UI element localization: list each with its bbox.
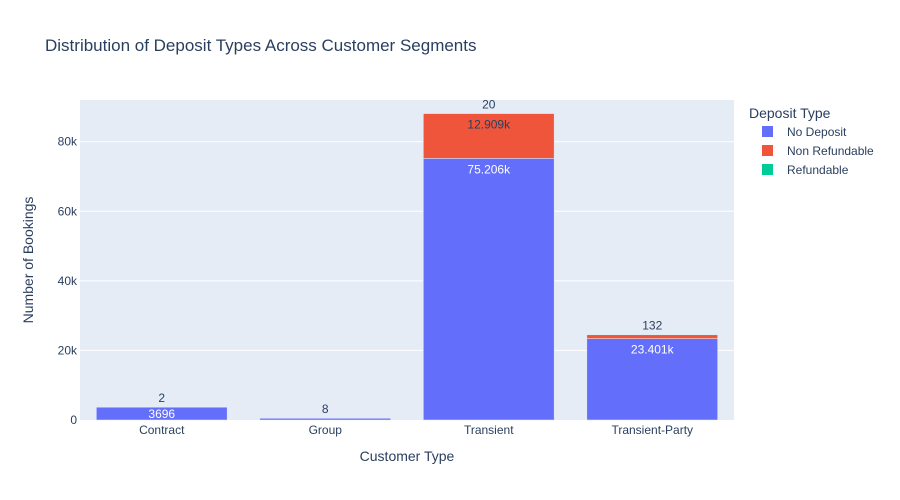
- data-label: 2: [158, 391, 165, 405]
- bar-labels: 3696 2 8 75.206k 12.909k 20 23.401k 132: [148, 97, 674, 421]
- x-tick-label: Group: [309, 423, 343, 437]
- chart-title: Distribution of Deposit Types Across Cus…: [45, 36, 476, 55]
- y-tick-label: 0: [70, 413, 77, 427]
- data-label: 3696: [148, 407, 175, 421]
- legend-swatch[interactable]: [762, 145, 773, 156]
- legend-title: Deposit Type: [749, 105, 831, 121]
- legend: Deposit Type No Deposit Non Refundable Ref…: [749, 105, 874, 177]
- x-tick-label: Transient-Party: [611, 423, 693, 437]
- legend-item-label[interactable]: No Deposit: [787, 125, 847, 139]
- y-tick-label: 80k: [58, 135, 78, 149]
- y-tick-label: 40k: [58, 274, 78, 288]
- x-tick-label: Transient: [464, 423, 514, 437]
- x-tick-label: Contract: [139, 423, 185, 437]
- y-axis-ticks: 0 20k 40k 60k 80k: [58, 135, 78, 427]
- bar-non-refundable[interactable]: [586, 334, 718, 339]
- x-axis-ticks: Contract Group Transient Transient-Party: [139, 423, 693, 437]
- bar-non-refundable[interactable]: [423, 113, 555, 159]
- bar-no-deposit[interactable]: [423, 158, 555, 421]
- legend-swatch[interactable]: [762, 126, 773, 137]
- data-label: 132: [642, 318, 662, 332]
- bars: [96, 113, 718, 421]
- data-label: 23.401k: [631, 343, 675, 357]
- legend-swatch[interactable]: [762, 164, 773, 175]
- legend-item-label[interactable]: Non Refundable: [787, 144, 874, 158]
- data-label: 75.206k: [467, 162, 511, 176]
- y-tick-label: 20k: [58, 343, 78, 357]
- y-axis-title: Number of Bookings: [20, 197, 36, 324]
- data-label: 8: [322, 402, 329, 416]
- data-label: 12.909k: [467, 118, 511, 132]
- legend-item-label[interactable]: Refundable: [787, 163, 849, 177]
- bar-no-deposit[interactable]: [586, 338, 718, 421]
- bar-no-deposit[interactable]: [259, 418, 391, 421]
- x-axis-title: Customer Type: [360, 448, 455, 464]
- y-tick-label: 60k: [58, 204, 78, 218]
- data-label: 20: [482, 97, 496, 111]
